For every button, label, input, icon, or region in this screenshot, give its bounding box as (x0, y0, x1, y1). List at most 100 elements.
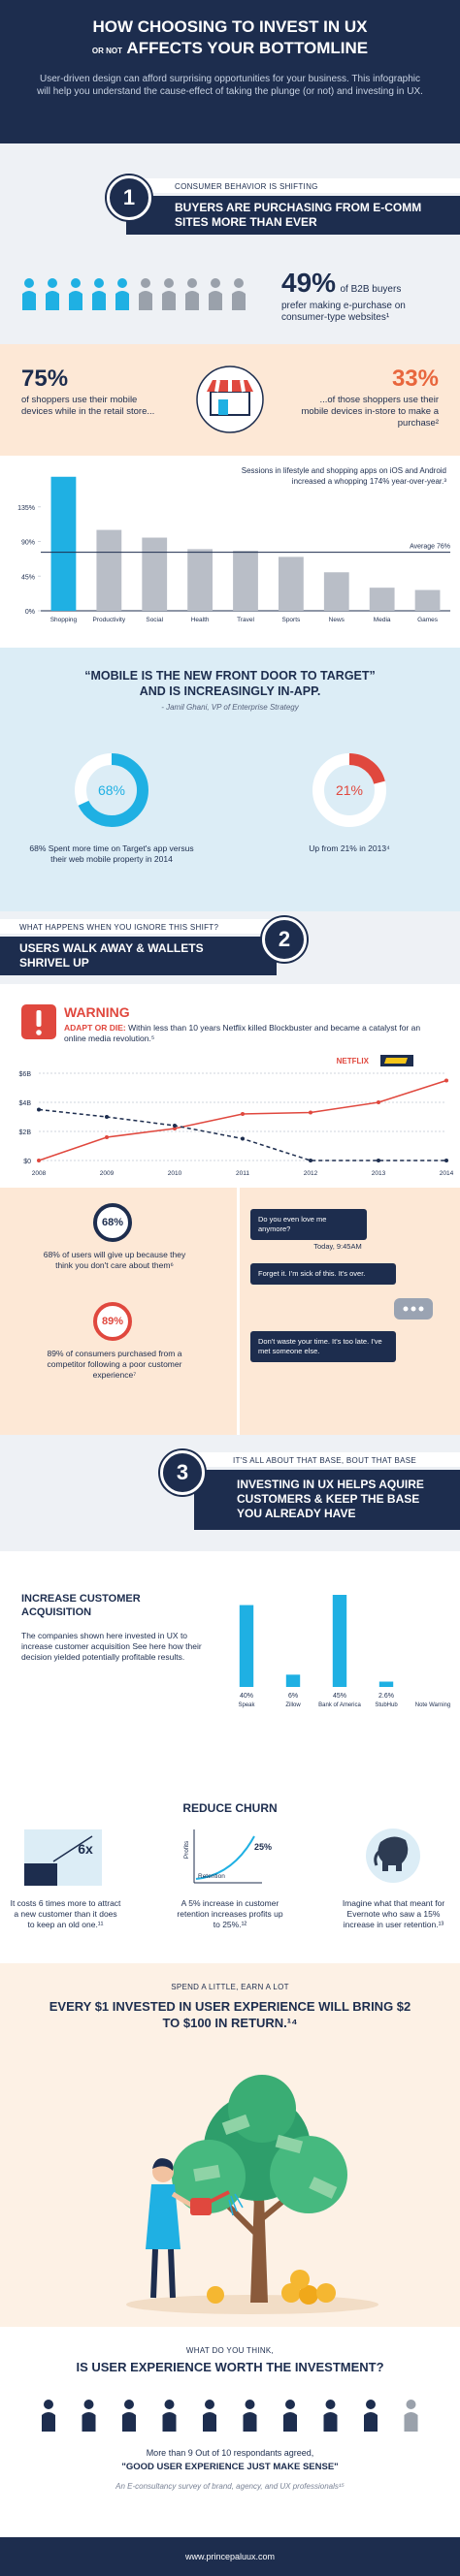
person-arm (171, 2191, 194, 2209)
point (173, 1124, 177, 1128)
bar (285, 1674, 301, 1687)
x-tick-label: Productivity (93, 617, 126, 623)
water (228, 2193, 244, 2216)
panel-figure: 6x (78, 1841, 93, 1857)
point (241, 1136, 245, 1141)
x-tick-label: Media (374, 617, 391, 623)
axis-label: Retention (198, 1873, 225, 1880)
title-line: OR NOT AFFECTS YOUR BOTTOMLINE (0, 39, 460, 58)
arrow (52, 1835, 93, 1862)
kicker-strip (0, 919, 272, 934)
money-tree-illustration (126, 2075, 378, 2314)
survey-stat: More than 9 Out of 10 respondants agreed… (146, 2448, 314, 2458)
coin (299, 2285, 318, 2305)
person-head (71, 278, 81, 288)
person-head (234, 278, 244, 288)
point (37, 1159, 41, 1162)
donut-chart: 21% (312, 753, 386, 827)
person-head (48, 278, 57, 288)
legend-label: NETFLIX (337, 1057, 370, 1065)
value-label: 6% (288, 1693, 298, 1700)
people-icons (42, 2400, 418, 2432)
x-tick-label: 2013 (372, 1170, 386, 1177)
trunk (250, 2196, 268, 2303)
x-tick-label: Sports (281, 617, 301, 623)
kicker: SPEND A LITTLE, EARN A LOT (171, 1983, 289, 1991)
kicker: CONSUMER BEHAVIOR IS SHIFTING (175, 182, 318, 191)
stat-value: 75% (21, 366, 69, 392)
y-tick-label: $2B (19, 1129, 32, 1136)
stat-circle: 89% (93, 1302, 132, 1341)
title-small: OR NOT (91, 47, 122, 55)
person-body (203, 2412, 216, 2432)
stat: 49% of B2B buyers (281, 268, 401, 299)
value-label: 45% (333, 1693, 346, 1700)
intro: User-driven design can afford surprising… (37, 74, 423, 97)
section: 68% 68% of users will give up because th… (0, 1188, 460, 1435)
kicker: WHAT HAPPENS WHEN YOU IGNORE THIS SHIFT? (19, 923, 219, 932)
banknote (309, 2177, 338, 2199)
people-icons (22, 278, 246, 310)
point (241, 1112, 245, 1116)
typing-dot (418, 1306, 424, 1312)
person-body (243, 2412, 257, 2432)
x-tick-label: Games (417, 617, 439, 623)
x-tick-label: Speak (238, 1702, 255, 1708)
stat-circle: 68% (93, 1203, 132, 1242)
divider (237, 1188, 240, 1435)
bar (332, 1595, 347, 1687)
stat-value: 49% (281, 268, 337, 298)
person-head (117, 278, 127, 288)
kicker: WHAT DO YOU THINK, (185, 2346, 275, 2355)
x-tick-label: 2010 (168, 1170, 182, 1177)
quote-author: - Jamil Ghani, VP of Enterprise Strategy (161, 703, 299, 712)
section-text: The companies shown here invested in UX … (21, 1631, 202, 1662)
typing-indicator (394, 1298, 433, 1320)
person-head (24, 278, 34, 288)
coin (290, 2270, 310, 2289)
bar (369, 588, 395, 611)
bar (278, 557, 304, 611)
y-tick-label: $6B (19, 1071, 32, 1078)
bar (378, 1681, 394, 1687)
point (444, 1078, 448, 1083)
donut-label: 21% (336, 782, 363, 798)
warning-icon (21, 1004, 56, 1039)
person-head (245, 2400, 255, 2409)
stat-text: of shoppers use their mobile devices whi… (21, 395, 155, 417)
x-tick-label: Note Warning (415, 1702, 450, 1708)
y-tick-label: 0% (25, 609, 35, 616)
x-tick-label: News (329, 617, 345, 623)
donut-label: 68% (98, 782, 125, 798)
person-body (46, 291, 59, 310)
headline: USERS WALK AWAY & WALLETS SHRIVEL UP (0, 937, 277, 975)
person-head (325, 2400, 336, 2409)
point (377, 1100, 380, 1104)
point (105, 1115, 109, 1119)
typing-dot (411, 1306, 416, 1312)
foliage (228, 2075, 296, 2143)
elephant (378, 1836, 409, 1871)
donut-caption: Up from 21% in 2013⁴ (309, 843, 390, 853)
point (444, 1159, 448, 1162)
person-body (42, 2412, 55, 2432)
section: WHAT HAPPENS WHEN YOU IGNORE THIS SHIFT?… (0, 911, 460, 984)
bar (142, 537, 168, 611)
x-tick-label: Travel (237, 617, 254, 623)
person-head (366, 2400, 376, 2409)
chat-bubble: Do you even love me anymore? (250, 1209, 367, 1240)
banknote (193, 2164, 221, 2182)
chart-title: Sessions in lifestyle and shopping apps … (241, 466, 446, 486)
x-tick-label: Social (146, 617, 163, 623)
churn-graphics: 6x Profits Retention 25% (24, 1829, 420, 1886)
awning-stripes (214, 379, 246, 393)
section: 75% of shoppers use their mobile devices… (0, 344, 460, 456)
person-body (122, 2412, 136, 2432)
stat-text: ...of those shoppers use their mobile de… (301, 395, 439, 429)
stat-text: 89% of consumers purchased from a compet… (47, 1349, 182, 1380)
person-body (232, 291, 246, 310)
headline: EVERY $1 INVESTED IN USER EXPERIENCE WIL… (49, 1999, 411, 2030)
y-tick-label: 45% (21, 574, 35, 581)
person-head (211, 278, 220, 288)
